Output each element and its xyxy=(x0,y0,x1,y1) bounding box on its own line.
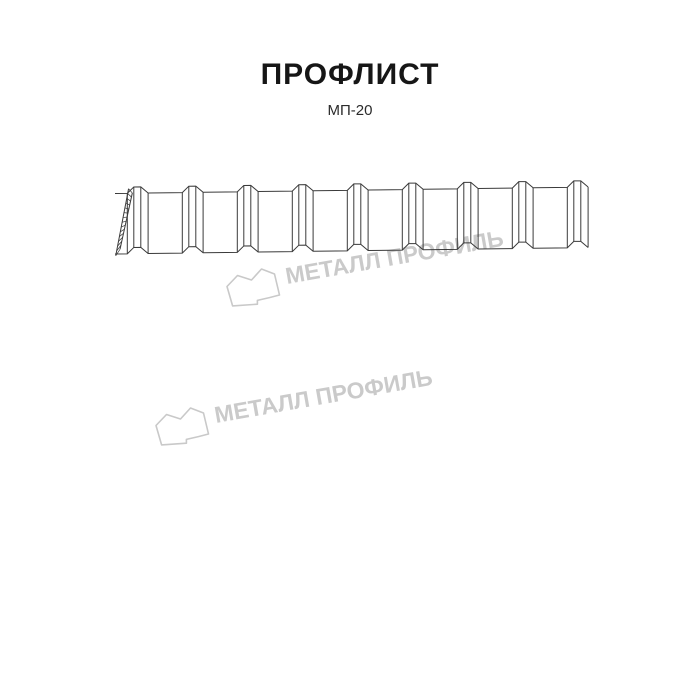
svg-text:МП-20: МП-20 xyxy=(328,102,373,119)
svg-text:ПРОФЛИСТ: ПРОФЛИСТ xyxy=(261,58,440,91)
